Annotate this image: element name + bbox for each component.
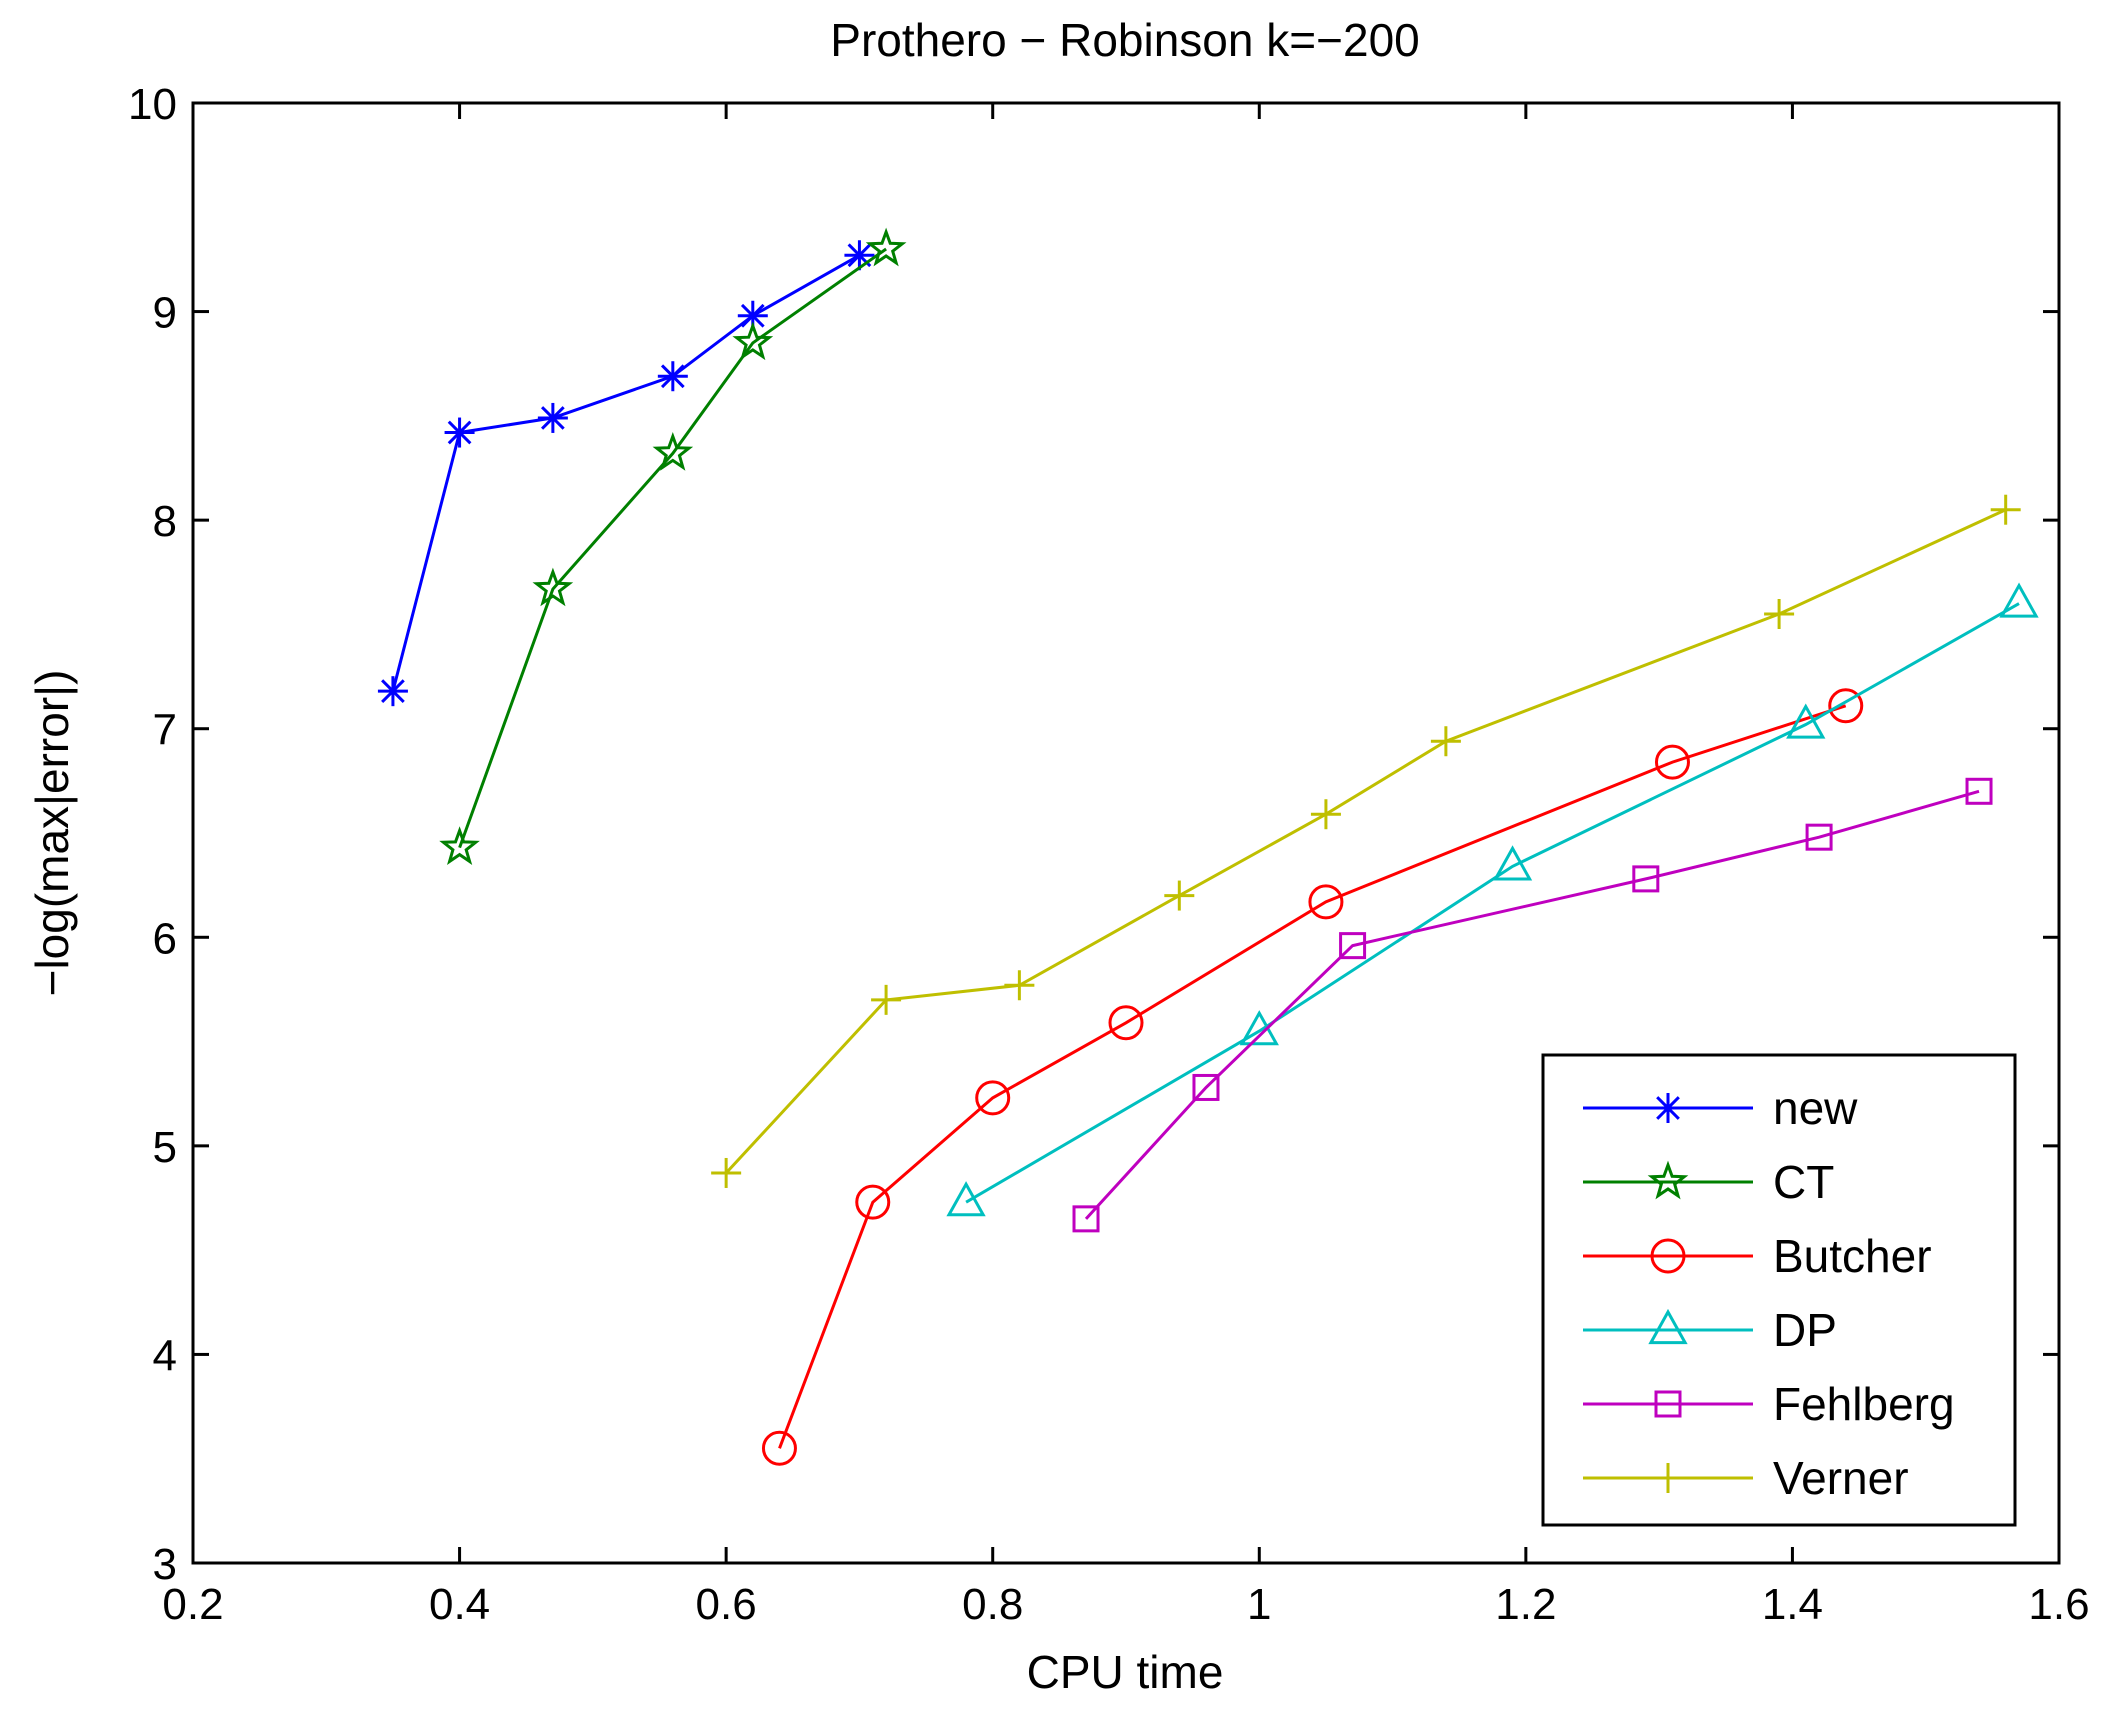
x-tick-label: 1.6 [2028, 1580, 2089, 1629]
data-point-verner [1164, 880, 1195, 911]
data-point-new [657, 361, 688, 392]
data-point-new [444, 417, 475, 448]
data-point-fehlberg [1072, 1205, 1100, 1233]
data-point-verner [1430, 726, 1461, 757]
data-point-dp [1786, 703, 1826, 739]
y-tick-label: 9 [153, 289, 177, 338]
y-tick-label: 3 [153, 1540, 177, 1589]
legend-marker [1654, 1390, 1682, 1418]
x-tick-label: 0.2 [162, 1580, 223, 1629]
data-point-butcher [1828, 688, 1864, 724]
data-point-fehlberg [1339, 932, 1367, 960]
data-point-dp [1999, 582, 2039, 618]
data-point-butcher [855, 1184, 891, 1220]
data-point-verner [1990, 494, 2021, 525]
legend-marker [1653, 1463, 1683, 1493]
data-point-fehlberg [1192, 1073, 1220, 1101]
legend-label: CT [1773, 1156, 1834, 1208]
y-tick-label: 7 [153, 706, 177, 755]
data-point-verner [1310, 799, 1341, 830]
legend-marker [1653, 1093, 1683, 1123]
y-axis: 3 4 5 6 7 8 9 10 [128, 80, 2059, 1589]
x-axis: 0.2 0.4 0.6 0.8 1 1.2 1.4 1.6 [162, 103, 2090, 1629]
legend-entry-fehlberg: Fehlberg [1583, 1378, 1955, 1430]
data-point-dp [1492, 845, 1533, 881]
data-point-verner [1004, 970, 1035, 1001]
data-point-verner [871, 984, 902, 1015]
x-tick-label: 0.8 [962, 1580, 1023, 1629]
legend-label: new [1773, 1082, 1858, 1134]
data-point-ct [439, 826, 480, 865]
legend: new CT Butcher DP Fehlberg Verner [1541, 1053, 2017, 1527]
data-point-verner [1764, 599, 1795, 629]
legend-entry-verner: Verner [1583, 1452, 1909, 1504]
data-point-butcher [975, 1080, 1011, 1116]
series-line-fehlberg [1084, 789, 1980, 1220]
series-layer [377, 227, 2039, 1466]
legend-box [1541, 1053, 2017, 1527]
data-point-butcher [1108, 1005, 1144, 1041]
data-point-ct [732, 321, 774, 361]
data-point-ct [865, 227, 907, 267]
data-point-verner [711, 1157, 742, 1188]
x-axis-label: CPU time [1027, 1646, 1224, 1698]
series-butcher [761, 688, 1864, 1466]
data-point-new [377, 676, 408, 707]
legend-entry-new: new [1583, 1082, 1858, 1134]
legend-label: DP [1773, 1304, 1837, 1356]
data-point-fehlberg [1805, 823, 1833, 851]
series-line-new [391, 253, 861, 692]
series-ct [439, 227, 907, 865]
x-tick-label: 0.4 [429, 1580, 490, 1629]
y-axis-label: −log(max|error|) [26, 670, 78, 997]
series-line-verner [724, 508, 2007, 1175]
x-tick-label: 1.4 [1762, 1580, 1823, 1629]
series-verner [711, 494, 2021, 1188]
data-point-new [537, 402, 568, 433]
legend-entry-dp: DP [1583, 1304, 1837, 1356]
x-tick-label: 1.2 [1495, 1580, 1556, 1629]
y-tick-label: 8 [153, 497, 177, 546]
legend-entry-butcher: Butcher [1583, 1230, 1932, 1282]
legend-label: Butcher [1773, 1230, 1932, 1282]
series-line-dp [965, 602, 2020, 1204]
x-tick-label: 1 [1247, 1580, 1271, 1629]
x-tick-label: 0.6 [696, 1580, 757, 1629]
data-point-butcher [1654, 744, 1690, 780]
series-line-butcher [778, 704, 1847, 1449]
data-point-butcher [1308, 884, 1344, 920]
data-point-ct [652, 432, 694, 471]
legend-marker [1650, 1238, 1686, 1274]
chart-title: Prothero − Robinson k=−200 [830, 14, 1419, 66]
series-fehlberg [1072, 777, 1993, 1233]
y-tick-label: 10 [128, 80, 177, 129]
legend-label: Verner [1773, 1452, 1909, 1504]
data-point-fehlberg [1965, 777, 1993, 805]
legend-marker [1647, 1160, 1689, 1200]
y-tick-label: 4 [153, 1331, 177, 1380]
data-point-butcher [761, 1430, 797, 1466]
data-point-dp [946, 1181, 986, 1217]
data-point-ct [532, 567, 574, 607]
legend-entry-ct: CT [1583, 1156, 1834, 1208]
series-line-ct [458, 247, 887, 849]
y-tick-label: 5 [153, 1123, 177, 1172]
data-point-fehlberg [1632, 865, 1660, 893]
legend-marker [1648, 1308, 1688, 1345]
legend-label: Fehlberg [1773, 1378, 1955, 1430]
y-tick-label: 6 [153, 914, 177, 963]
